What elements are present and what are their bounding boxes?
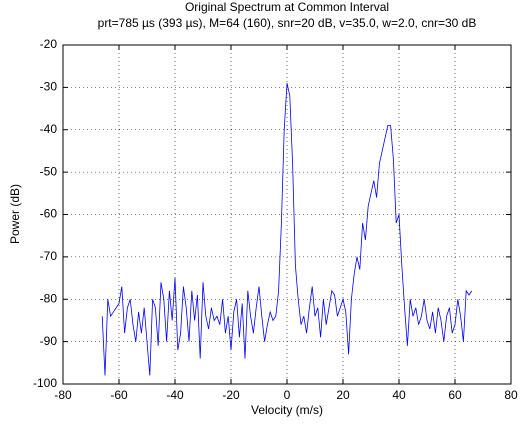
x-tick-label: -40 <box>166 388 184 402</box>
y-tick-label: -90 <box>40 334 58 348</box>
y-tick-label: -30 <box>40 80 58 94</box>
x-tick-label: 20 <box>336 388 350 402</box>
y-tick-label: -80 <box>40 291 58 305</box>
x-axis-label: Velocity (m/s) <box>251 403 323 417</box>
y-tick-label: -70 <box>40 249 58 263</box>
x-tick-label: -20 <box>222 388 240 402</box>
x-tick-label: -80 <box>54 388 72 402</box>
y-tick-label: -60 <box>40 207 58 221</box>
x-tick-label: 60 <box>448 388 462 402</box>
x-tick-label: 80 <box>504 388 518 402</box>
data-line <box>101 83 473 376</box>
y-tick-label: -40 <box>40 122 58 136</box>
y-tick-label: -50 <box>40 164 58 178</box>
y-tick-label: -100 <box>33 376 57 390</box>
x-tick-label: 0 <box>284 388 291 402</box>
chart-title: Original Spectrum at Common Interval <box>185 0 389 14</box>
chart-subtitle: prt=785 µs (393 µs), M=64 (160), snr=20 … <box>98 16 477 30</box>
x-tick-label: -60 <box>110 388 128 402</box>
plot-frame <box>62 44 512 385</box>
y-axis-label: Power (dB) <box>8 184 22 244</box>
y-tick-label: -20 <box>40 37 58 51</box>
x-tick-label: 40 <box>392 388 406 402</box>
